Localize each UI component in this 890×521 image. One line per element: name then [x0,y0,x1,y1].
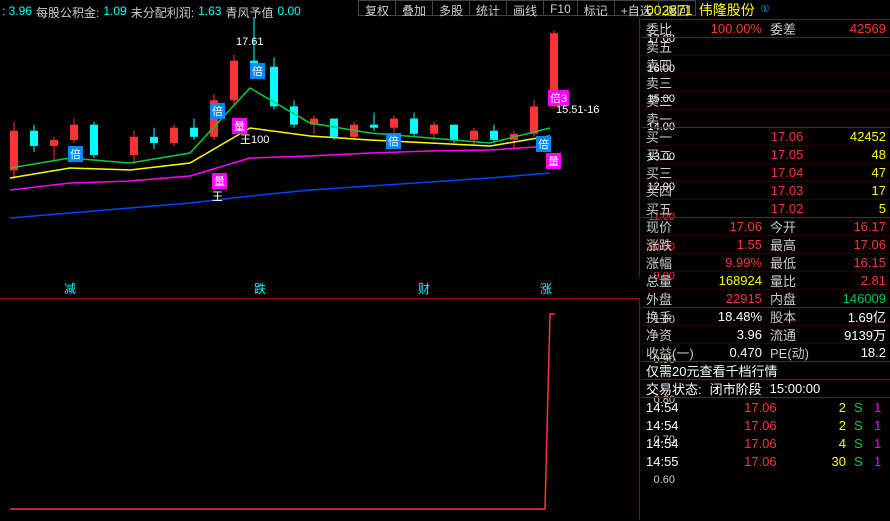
tick-row: 14:54 17.06 4 S 1 [642,434,890,452]
sub-indicator-labels: 减跌财涨 [0,280,640,296]
stock-header[interactable]: 002871 伟隆股份 ① [642,0,890,20]
level-row: 卖二 [642,92,890,110]
weicha-val: 42569 [828,21,890,36]
promo-row[interactable]: 仅需20元查看千档行情 [642,362,890,380]
info-icon[interactable]: ① [761,4,770,15]
status-time: 15:00:00 [766,381,890,396]
stock-code: 002871 [646,2,693,18]
weibi-val: 100.00% [704,21,766,36]
main-chart[interactable]: 17.0016.0015.0014.0013.0012.0011.0010.00… [0,18,640,277]
chart-annotation: 15.51-16 [556,104,599,116]
quote-row: 现价 17.06 今开 16.17 [642,218,890,236]
promo-text: 仅需20元查看千档行情 [642,361,890,380]
quote-row: 涨跌 1.55 最高 17.06 [642,236,890,254]
toolbar-多股[interactable]: 多股 [433,1,470,15]
tick-row: 14:55 17.06 30 S 1 [642,452,890,470]
chart-annotation: 倍 [210,103,225,119]
level-row: 买四 17.03 17 [642,182,890,200]
status-label: 交易状态: [642,379,706,398]
level-row: 买二 17.05 48 [642,146,890,164]
quote-row: 净资 3.96 流通 9139万 [642,326,890,344]
level-row: 买五 17.02 5 [642,200,890,218]
chart-annotation: 17.61 [236,36,264,48]
toolbar-叠加[interactable]: 叠加 [396,1,433,15]
level-row: 卖四 [642,56,890,74]
chart-annotation: 王 [212,188,223,204]
weicha-label: 委差 [766,19,828,38]
level-row: 卖五 [642,38,890,56]
sub-svg [0,299,640,521]
level-row: 卖一 [642,110,890,128]
quote-row: 总量 168924 量比 2.81 [642,272,890,290]
toolbar-复权[interactable]: 复权 [359,1,396,15]
level-row: 买三 17.04 47 [642,164,890,182]
toolbar-画线[interactable]: 画线 [507,1,544,15]
tick-row: 14:54 17.06 2 S 1 [642,398,890,416]
quote-panel: 002871 伟隆股份 ① 委比 100.00% 委差 42569 卖五 卖四 … [642,0,890,521]
quote-row: 涨幅 9.99% 最低 16.15 [642,254,890,272]
toolbar-标记[interactable]: 标记 [578,1,615,15]
chart-annotation: 王100 [240,131,269,147]
info-bar: : 3.96每股公积金:1.09未分配利润:1.63 青风予值0.00 [0,4,301,18]
weibi-label: 委比 [642,19,704,38]
level-row: 买一 17.06 42452 [642,128,890,146]
quote-row: 收益(一) 0.470 PE(动) 18.2 [642,344,890,362]
sub-chart[interactable]: 1.000.900.800.700.60 [0,298,640,520]
chart-annotation: 倍 [250,63,265,79]
chart-annotation: 倍 [386,133,401,149]
tick-row: 14:54 17.06 2 S 1 [642,416,890,434]
stock-name: 伟隆股份 [699,0,755,20]
weibi-row: 委比 100.00% 委差 42569 [642,20,890,38]
chart-annotation: 量 [546,153,561,169]
chart-annotation: 倍 [536,136,551,152]
quote-row: 外盘 22915 内盘 146009 [642,290,890,308]
quote-row: 换手 18.48% 股本 1.69亿 [642,308,890,326]
level-row: 卖三 [642,74,890,92]
status-row: 交易状态: 闭市阶段 15:00:00 [642,380,890,398]
toolbar-F10[interactable]: F10 [544,1,578,15]
chart-annotation: 量 [212,173,227,189]
chart-annotation: 倍 [68,146,83,162]
toolbar-统计[interactable]: 统计 [470,1,507,15]
status-val: 闭市阶段 [706,379,766,398]
